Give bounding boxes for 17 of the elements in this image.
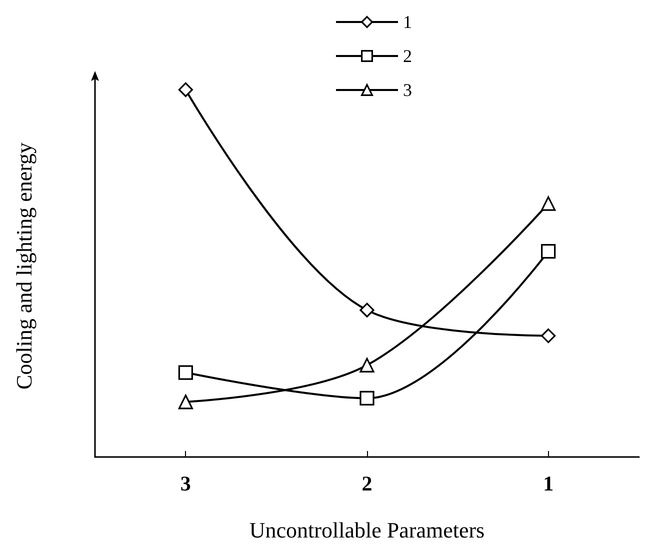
point <box>178 82 193 97</box>
point <box>541 328 556 344</box>
point <box>541 196 556 211</box>
point <box>541 244 556 259</box>
point <box>178 394 193 410</box>
point <box>360 390 374 406</box>
y-axis-title: Cooling and lighting energy <box>12 142 36 390</box>
point <box>360 358 374 372</box>
legend-label: 2 <box>403 46 412 66</box>
x-tick-label: 2 <box>362 472 372 496</box>
point <box>360 302 374 318</box>
x-tick-label: 1 <box>543 472 554 496</box>
x-tick-label: 3 <box>180 472 191 496</box>
legend-label: 3 <box>403 80 412 100</box>
x-axis-title: Uncontrollable Parameters <box>249 518 485 542</box>
point <box>178 365 193 380</box>
legend-label: 1 <box>403 12 412 32</box>
